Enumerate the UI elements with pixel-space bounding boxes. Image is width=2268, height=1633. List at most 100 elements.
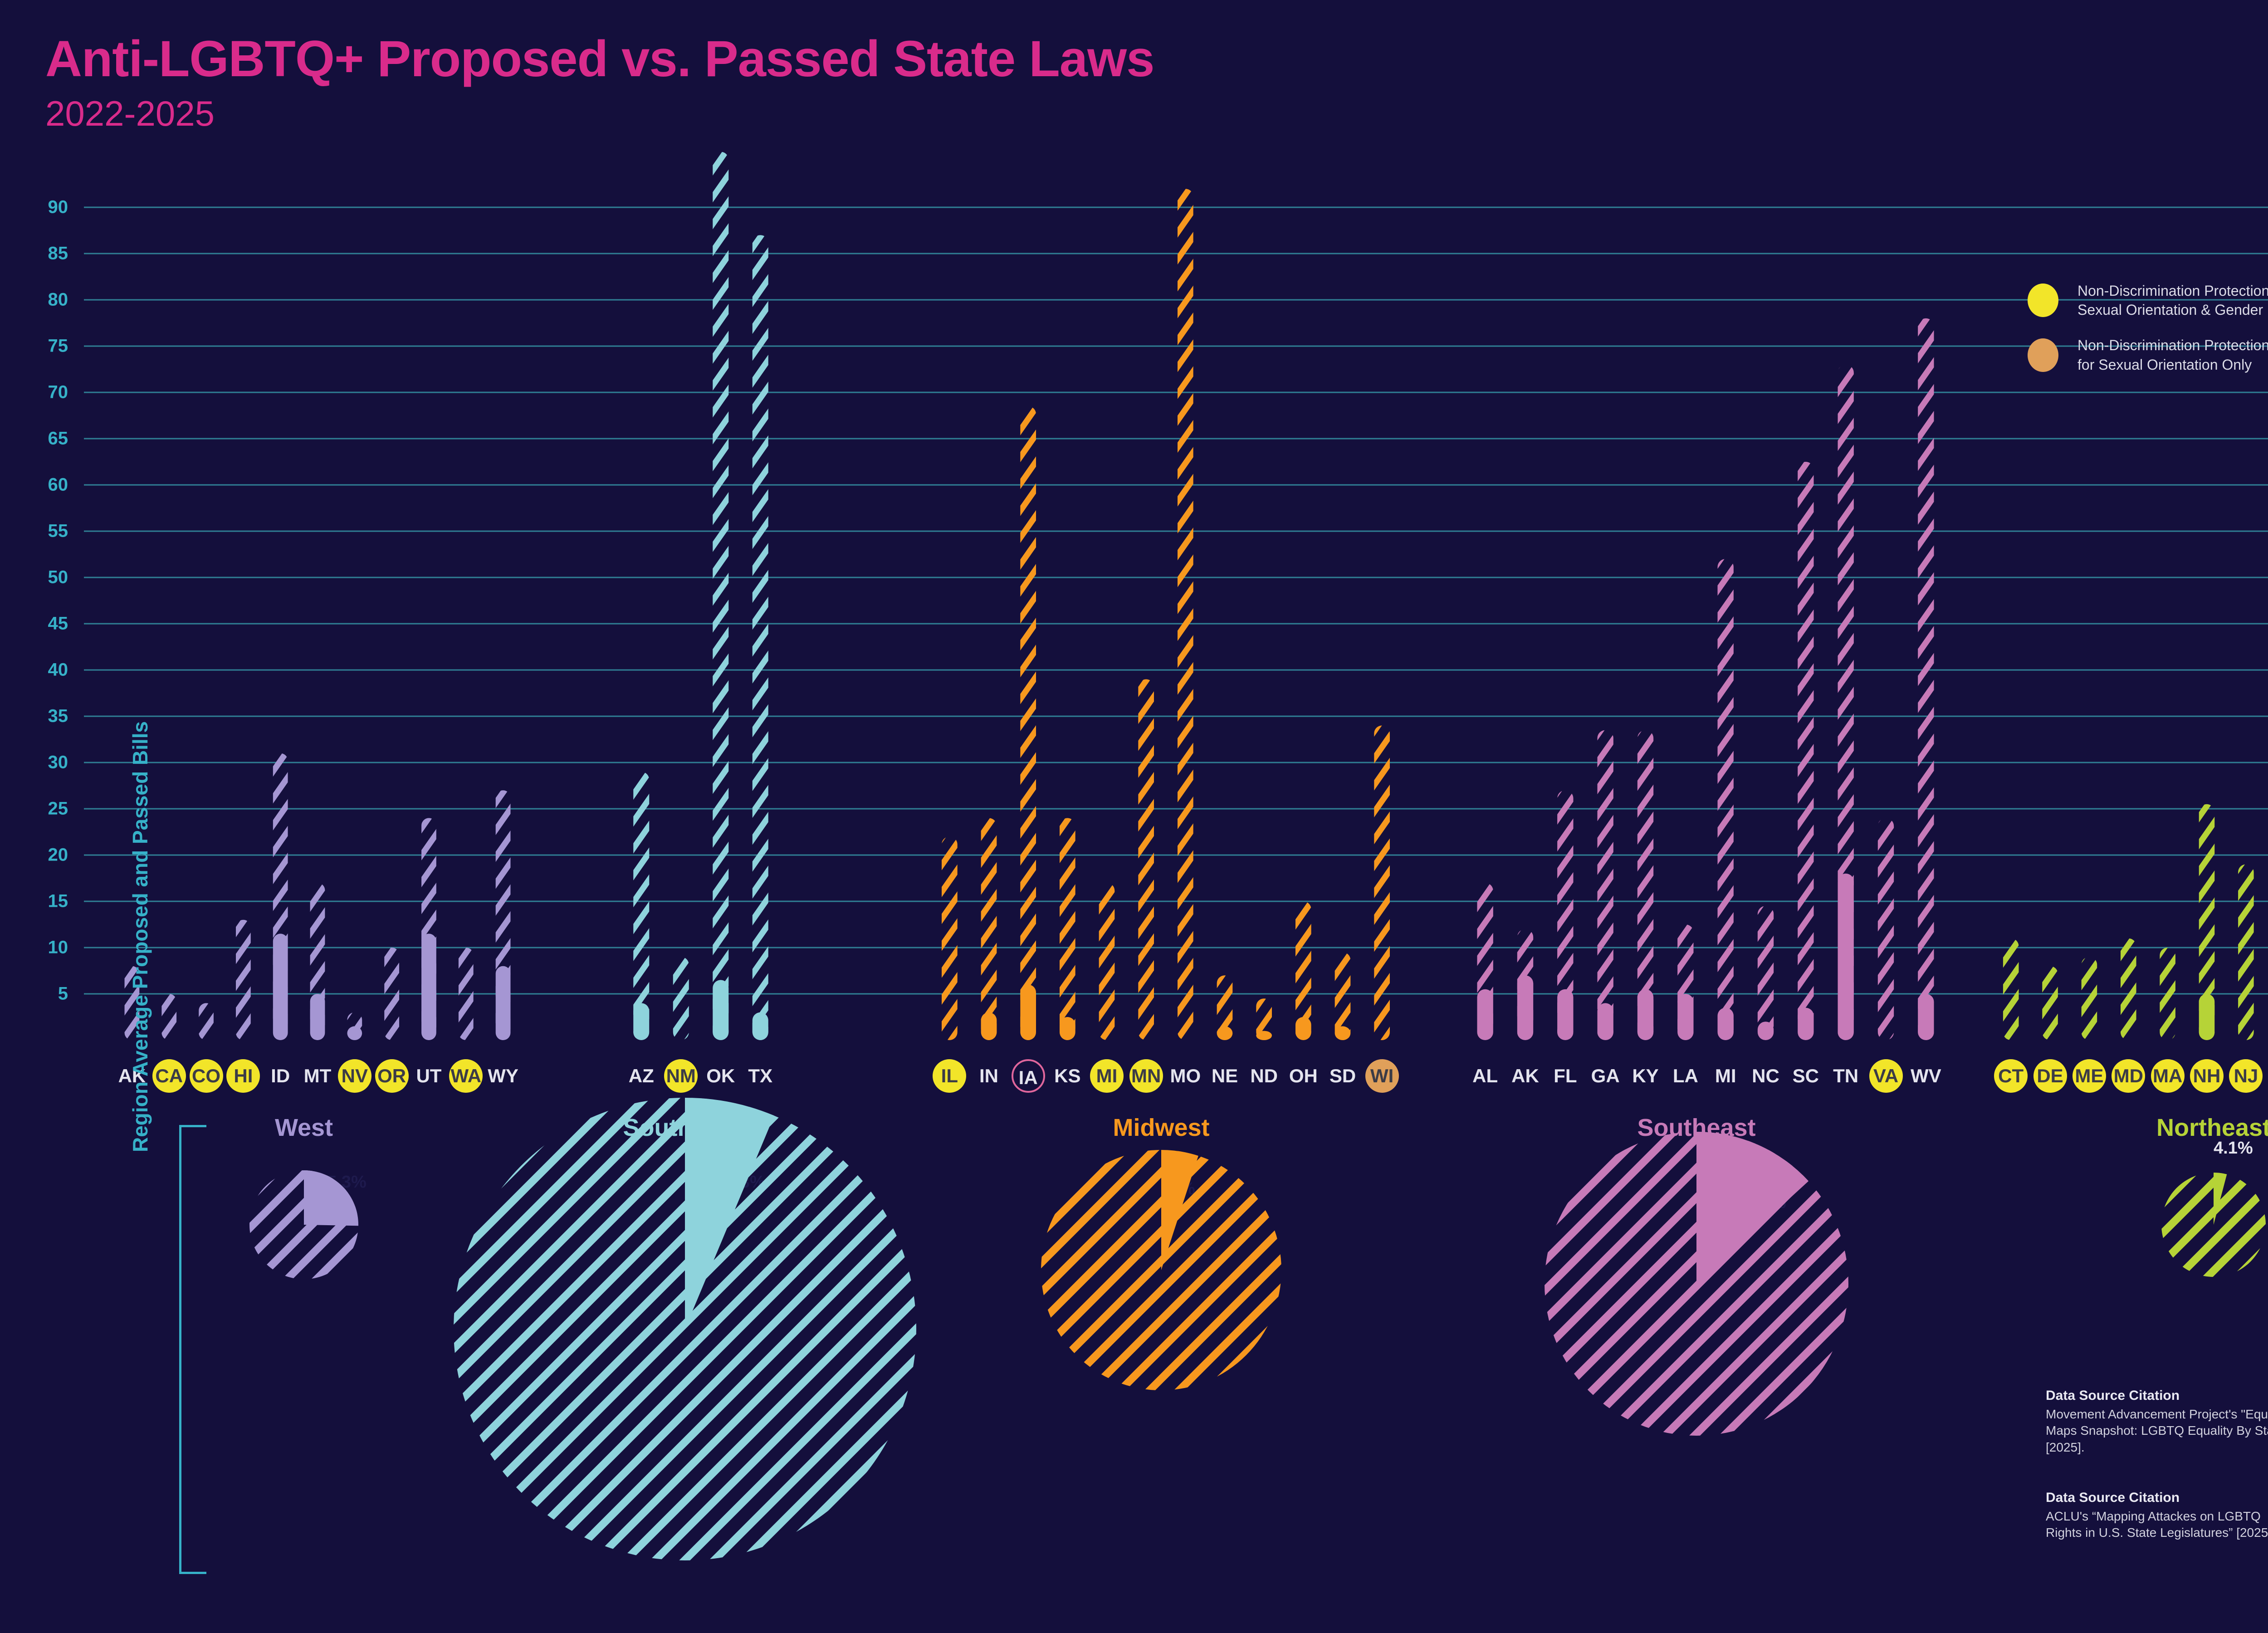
state-label-AK[interactable]: AK — [1498, 1059, 1553, 1093]
state-label-UT[interactable]: UT — [401, 1059, 456, 1093]
state-protection-badge: OH — [1289, 1065, 1318, 1086]
state-label-OR[interactable]: OR — [365, 1059, 419, 1093]
state-label-DE[interactable]: DE — [2023, 1059, 2077, 1093]
state-label-MO[interactable]: MO — [1158, 1059, 1212, 1093]
state-protection-badge: DE — [2033, 1059, 2067, 1093]
page-subtitle: 2022-2025 — [45, 93, 215, 133]
y-tick-55: 55 — [48, 521, 68, 541]
state-label-SD[interactable]: SD — [1315, 1059, 1370, 1093]
state-protection-badge: SC — [1792, 1065, 1819, 1086]
state-protection-badge: VA — [1869, 1059, 1903, 1093]
state-label-TN[interactable]: TN — [1818, 1059, 1873, 1093]
y-tick-45: 45 — [48, 613, 68, 634]
y-tick-65: 65 — [48, 428, 68, 449]
state-label-TX[interactable]: TX — [733, 1059, 787, 1093]
state-protection-badge: WV — [1911, 1065, 1941, 1086]
state-protection-badge: IA — [1011, 1059, 1045, 1093]
state-label-WA[interactable]: WA — [439, 1059, 493, 1093]
bar-midwest-KS — [1060, 818, 1075, 1040]
state-protection-badge: AZ — [628, 1065, 654, 1086]
state-protection-badge: ME — [2072, 1059, 2106, 1093]
bar-southeast-NC — [1757, 906, 1774, 1040]
state-label-MA[interactable]: MA — [2141, 1059, 2195, 1093]
state-label-ID[interactable]: ID — [253, 1059, 308, 1093]
state-protection-badge: TN — [1833, 1065, 1859, 1086]
bar-west-OR — [384, 948, 399, 1040]
state-label-MN[interactable]: MN — [1119, 1059, 1173, 1093]
state-label-IN[interactable]: IN — [962, 1059, 1016, 1093]
bar-midwest-IN — [981, 818, 997, 1040]
bar-west-CO — [199, 1003, 214, 1040]
state-label-CA[interactable]: CA — [142, 1059, 196, 1093]
state-protection-badge: IN — [979, 1065, 998, 1086]
region-pie-charts — [249, 1098, 2266, 1560]
state-label-NH[interactable]: NH — [2180, 1059, 2234, 1093]
state-label-OH[interactable]: OH — [1276, 1059, 1330, 1093]
region-title-southeast: Southeast — [1637, 1114, 1756, 1141]
state-label-AL[interactable]: AL — [1458, 1059, 1512, 1093]
page-title: Anti-LGBTQ+ Proposed vs. Passed State La… — [45, 30, 1154, 87]
region-title-southwest: Southwest — [623, 1114, 747, 1141]
state-label-IL[interactable]: IL — [922, 1059, 977, 1093]
state-protection-badge: AL — [1472, 1065, 1498, 1086]
pie-wedge-northeast — [2214, 1173, 2227, 1225]
y-tick-20: 20 — [48, 845, 68, 865]
state-label-NJ[interactable]: NJ — [2219, 1059, 2268, 1093]
state-label-WI[interactable]: WI — [1355, 1059, 1409, 1093]
state-label-IA[interactable]: IA — [1001, 1059, 1056, 1093]
state-protection-badge: CA — [152, 1059, 186, 1093]
state-label-AZ[interactable]: AZ — [614, 1059, 669, 1093]
state-label-NM[interactable]: NM — [654, 1059, 708, 1093]
state-label-VA[interactable]: VA — [1859, 1059, 1913, 1093]
state-label-ME[interactable]: ME — [2062, 1059, 2116, 1093]
state-label-WV[interactable]: WV — [1899, 1059, 1953, 1093]
state-label-OK[interactable]: OK — [694, 1059, 748, 1093]
y-axis-title: Region Average Proposed and Passed Bills — [128, 721, 152, 1152]
state-label-CO[interactable]: CO — [179, 1059, 234, 1093]
state-label-AK[interactable]: AK — [105, 1059, 159, 1093]
state-label-MI[interactable]: MI — [1698, 1059, 1753, 1093]
region-title-west: West — [274, 1114, 333, 1141]
state-label-NC[interactable]: NC — [1739, 1059, 1793, 1093]
bar-southwest-TX — [752, 235, 768, 1041]
bar-northeast-CT — [2003, 938, 2019, 1040]
pie-percent-southwest: 6.3% — [726, 1173, 765, 1192]
bar-midwest-MO — [1178, 189, 1193, 1041]
bar-southeast-AL — [1477, 883, 1493, 1040]
state-label-WY[interactable]: WY — [476, 1059, 530, 1093]
state-label-MI[interactable]: MI — [1080, 1059, 1134, 1093]
bar-southeast-MI — [1717, 559, 1734, 1040]
region-title-midwest: Midwest — [1113, 1114, 1210, 1141]
bar-southwest-NM — [673, 957, 689, 1040]
state-label-CT[interactable]: CT — [1984, 1059, 2038, 1093]
bar-northeast-MA — [2160, 948, 2175, 1040]
bar-southeast-SC — [1798, 462, 1814, 1040]
state-label-GA[interactable]: GA — [1578, 1059, 1633, 1093]
state-label-NV[interactable]: NV — [327, 1059, 382, 1093]
state-label-NY[interactable]: NY — [2258, 1059, 2268, 1093]
state-label-FL[interactable]: FL — [1538, 1059, 1593, 1093]
state-label-KS[interactable]: KS — [1040, 1059, 1095, 1093]
state-protection-badge: LA — [1672, 1065, 1698, 1086]
state-label-NE[interactable]: NE — [1198, 1059, 1252, 1093]
citation-0: Data Source Citation Movement Advancement… — [2046, 1388, 2268, 1456]
bar-southeast-LA — [1677, 924, 1694, 1040]
state-label-LA[interactable]: LA — [1658, 1059, 1713, 1093]
state-label-MT[interactable]: MT — [290, 1059, 345, 1093]
state-label-HI[interactable]: HI — [216, 1059, 270, 1093]
bar-midwest-IL — [942, 836, 958, 1040]
bar-midwest-IA — [1020, 406, 1036, 1040]
y-tick-40: 40 — [48, 660, 68, 680]
state-protection-badge: KY — [1632, 1065, 1659, 1086]
state-protection-badge: AK — [1511, 1065, 1539, 1086]
state-label-ND[interactable]: ND — [1237, 1059, 1291, 1093]
y-tick-60: 60 — [48, 474, 68, 495]
y-tick-35: 35 — [48, 706, 68, 726]
state-protection-badge: WY — [488, 1065, 518, 1086]
state-protection-badge: NC — [1752, 1065, 1779, 1086]
bar-west-HI — [236, 919, 251, 1040]
state-label-MD[interactable]: MD — [2101, 1059, 2156, 1093]
state-label-SC[interactable]: SC — [1779, 1059, 1833, 1093]
state-label-KY[interactable]: KY — [1618, 1059, 1673, 1093]
